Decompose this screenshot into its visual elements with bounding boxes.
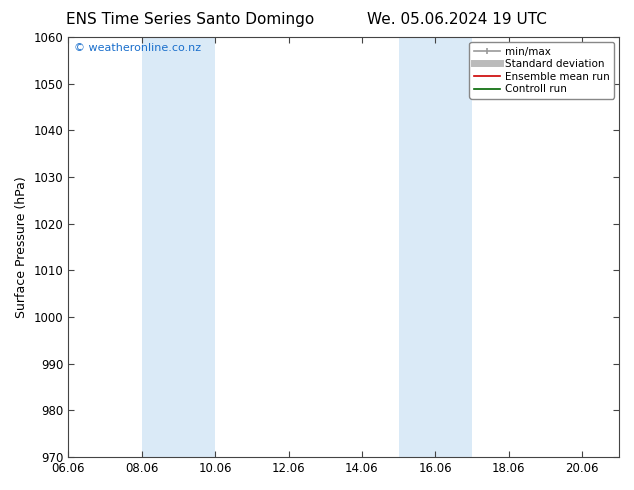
Bar (399, 37, 436, 457)
Bar (141, 37, 178, 457)
Bar (436, 37, 472, 457)
Text: ENS Time Series Santo Domingo: ENS Time Series Santo Domingo (66, 12, 314, 27)
Bar (178, 37, 215, 457)
Legend: min/max, Standard deviation, Ensemble mean run, Controll run: min/max, Standard deviation, Ensemble me… (469, 42, 614, 98)
Text: We. 05.06.2024 19 UTC: We. 05.06.2024 19 UTC (366, 12, 547, 27)
Y-axis label: Surface Pressure (hPa): Surface Pressure (hPa) (15, 176, 28, 318)
Text: © weatheronline.co.nz: © weatheronline.co.nz (74, 44, 201, 53)
